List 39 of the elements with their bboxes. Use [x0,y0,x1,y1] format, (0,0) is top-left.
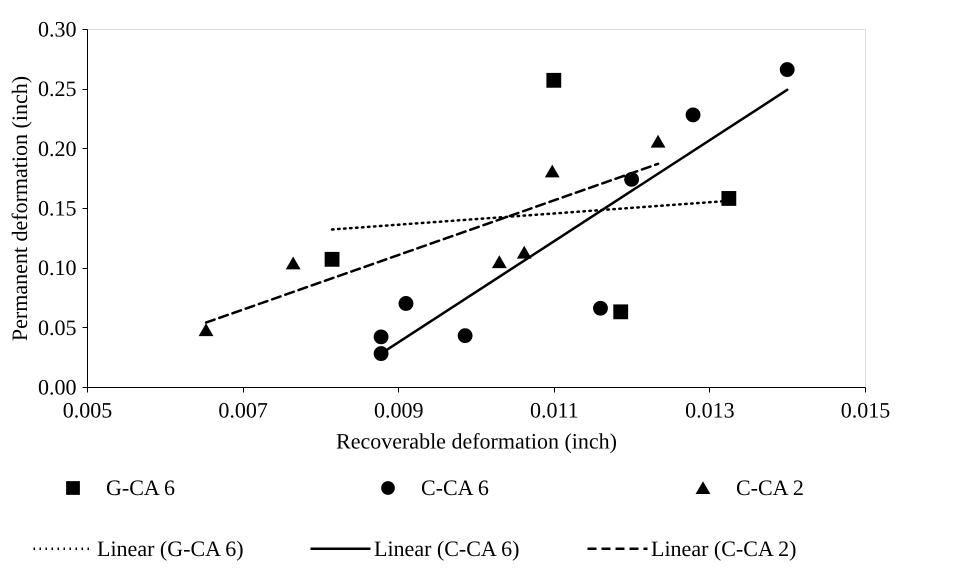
y-axis-title: Permanent deformation (inch) [7,76,32,342]
legend-label: C-CA 2 [736,475,804,500]
y-tick-label: 0.30 [38,16,76,42]
x-tick-label: 0.009 [374,398,424,422]
y-tick-label: 0.15 [38,196,76,220]
legend-label: G-CA 6 [106,475,176,500]
x-tick-label: 0.005 [62,398,112,422]
point [593,300,608,316]
y-tick-label: 0.10 [38,255,76,280]
point [492,255,507,268]
y-tick-label: 0.00 [38,374,76,400]
point [624,172,640,187]
point [374,329,388,344]
point [546,72,562,88]
y-tick-label: 0.20 [38,136,76,161]
legend-label: Linear (C-CA 6) [374,536,520,561]
x-tick-label: 0.007 [218,398,268,422]
legend-label: Linear (C-CA 2) [651,536,796,561]
x-tick-label: 0.013 [685,398,735,422]
point [398,296,414,311]
x-axis-title: Recoverable deformation (inch) [336,428,617,454]
point [686,108,700,122]
point [516,246,532,259]
point [544,164,560,178]
point [374,346,388,361]
x-tick-label: 0.011 [530,398,579,422]
y-tick-label: 0.25 [38,76,76,102]
point [650,134,666,148]
point [721,191,736,206]
point [780,62,795,77]
y-tick-label: 0.05 [38,314,76,340]
point [324,252,340,267]
point [613,304,628,320]
x-tick-label: 0.015 [840,398,890,422]
legend-label: Linear (G-CA 6) [97,536,244,561]
legend-label: C-CA 6 [421,475,489,500]
point [458,328,473,344]
point [286,256,301,270]
point [198,323,214,336]
